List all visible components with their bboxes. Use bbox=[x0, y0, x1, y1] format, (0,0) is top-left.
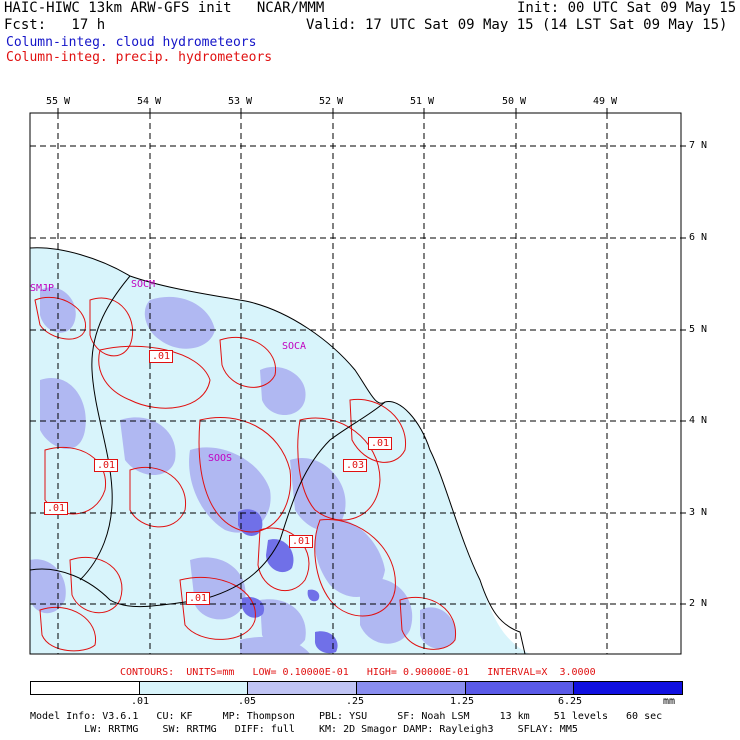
cloud-dark-regions bbox=[238, 509, 338, 654]
lat-label: 4 N bbox=[689, 415, 708, 426]
lon-label: 49 W bbox=[593, 96, 618, 107]
axis-ticks bbox=[57, 108, 686, 605]
cloud-light-region bbox=[30, 247, 530, 654]
contours-info: CONTOURS: UNITS=mm LOW= 0.10000E-01 HIGH… bbox=[120, 667, 596, 678]
model-info-line-1: Model Info: V3.6.1 CU: KF MP: Thompson P… bbox=[30, 711, 663, 722]
contour-label: .01 bbox=[44, 502, 69, 515]
colorbar-segment bbox=[138, 682, 248, 694]
init-time: Init: 00 UTC Sat 09 May 15 bbox=[517, 0, 737, 16]
forecast-hour: Fcst: 17 h bbox=[4, 17, 106, 33]
colorbar-segment bbox=[31, 682, 139, 694]
contour-label: .01 bbox=[368, 437, 393, 450]
valid-time: Valid: 17 UTC Sat 09 May 15 (14 LST Sat … bbox=[306, 17, 728, 33]
colorbar-tick: .01 bbox=[131, 696, 150, 707]
colorbar-tick: .25 bbox=[346, 696, 365, 707]
field-precip-label: Column-integ. precip. hydrometeors bbox=[6, 50, 273, 65]
station-smjp: SMJP bbox=[30, 283, 55, 294]
lon-label: 50 W bbox=[502, 96, 527, 107]
colorbar-tick: 1.25 bbox=[450, 696, 475, 707]
field-cloud-label: Column-integ. cloud hydrometeors bbox=[6, 35, 257, 50]
colorbar-tick: 6.25 bbox=[558, 696, 583, 707]
lat-label: 7 N bbox=[689, 140, 708, 151]
lon-label: 51 W bbox=[410, 96, 435, 107]
colorbar-tick: .05 bbox=[238, 696, 257, 707]
station-socm: SOCM bbox=[131, 279, 156, 290]
contour-label: .01 bbox=[289, 535, 314, 548]
contour-label: .03 bbox=[343, 459, 368, 472]
colorbar-segment bbox=[356, 682, 465, 694]
lon-label: 55 W bbox=[46, 96, 71, 107]
lon-label: 53 W bbox=[228, 96, 253, 107]
contour-label: .01 bbox=[149, 350, 174, 363]
model-info-line-2: LW: RRTMG SW: RRTMG DIFF: full KM: 2D Sm… bbox=[30, 724, 578, 735]
station-soos: SOOS bbox=[208, 453, 233, 464]
lon-label: 54 W bbox=[137, 96, 162, 107]
coastline bbox=[30, 247, 526, 654]
title-line-1: HAIC-HIWC 13km ARW-GFS init NCAR/MMM bbox=[4, 0, 325, 16]
colorbar-segment bbox=[464, 682, 574, 694]
lat-lon-grid bbox=[30, 113, 681, 654]
lat-label: 2 N bbox=[689, 598, 708, 609]
map-frame bbox=[29, 112, 682, 655]
lat-label: 5 N bbox=[689, 324, 708, 335]
colorbar-unit: mm bbox=[663, 696, 676, 707]
contour-label: .01 bbox=[186, 592, 211, 605]
colorbar-segment bbox=[247, 682, 357, 694]
contour-label: .01 bbox=[94, 459, 119, 472]
colorbar bbox=[30, 681, 683, 695]
lat-label: 6 N bbox=[689, 232, 708, 243]
colorbar-segment bbox=[573, 682, 683, 694]
lon-label: 52 W bbox=[319, 96, 344, 107]
station-soca: SOCA bbox=[282, 341, 307, 352]
lat-label: 3 N bbox=[689, 507, 708, 518]
